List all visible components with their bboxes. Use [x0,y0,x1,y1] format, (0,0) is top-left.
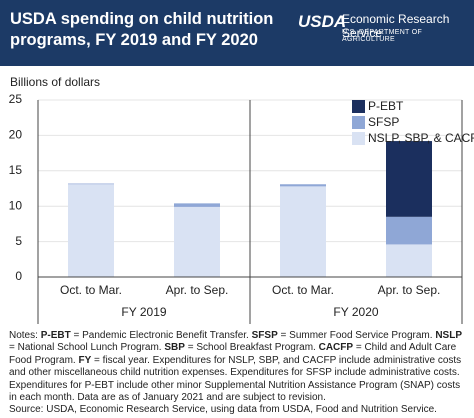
agency: Economic Research Service [342,12,450,40]
x-tick-label: Apr. to Sep. [166,283,229,297]
note-text: Notes: [9,330,41,341]
note-term: CACFP [318,342,354,354]
chart-title: USDA spending on child nutrition program… [10,10,274,49]
legend-swatch [352,132,365,145]
note-text: = Child and Adult Care Food Program. [9,342,457,366]
note-term: P-EBT [40,330,71,341]
chart: Billions of dollars 0 5 10 15 20 25 Oct. to Ma… [9,75,474,324]
x-tick-label: Oct. to Mar. [60,283,122,297]
header: USDA spending on child nutrition program… [0,0,474,66]
note-term: SFSP [251,330,278,341]
legend-label: NSLP, SBP, & CACFP [368,131,474,145]
note-term: NSLP [435,330,462,341]
y-tick-label: 15 [9,163,23,177]
y-axis-label: Billions of dollars [10,75,100,89]
logo: USDA [298,12,347,31]
x-tick-label: Apr. to Sep. [378,283,441,297]
x-tick-label: Oct. to Mar. [272,283,334,297]
bar-segment [386,216,432,245]
department: U.S. DEPARTMENT OF AGRICULTURE [342,29,423,43]
legend-swatch [352,116,365,129]
bar-segment [68,183,114,185]
group-label: FY 2019 [121,305,166,319]
bar-segment [280,184,326,187]
notes-text: Notes: P-EBT = Pandemic Electronic Benef… [9,330,467,404]
y-tick-label: 20 [9,128,23,142]
note-text: = School Breakfast Program. [184,342,319,354]
notes: Notes: P-EBT = Pandemic Electronic Benef… [9,330,467,417]
legend-swatch [352,100,365,113]
y-tick-label: 10 [9,198,23,212]
note-text: = Summer Food Service Program. [277,330,436,341]
y-tick-label: 5 [15,234,22,248]
y-tick-label: 0 [15,269,22,283]
note-term: FY [78,354,92,366]
bar-segment [174,206,220,277]
note-text: = Pandemic Electronic Benefit Transfer. [70,330,252,341]
group-label: FY 2020 [333,305,378,319]
y-tick-label: 25 [9,92,23,106]
legend-label: SFSP [368,115,399,129]
legend-label: P-EBT [368,99,404,113]
note-text: = fiscal year. Expenditures for NSLP, SB… [9,354,462,404]
bar-segment [386,244,432,277]
bar-segment [68,184,114,277]
source: Source: USDA, Economic Research Service,… [9,404,437,416]
bar-segment [386,141,432,217]
note-term: SBP [164,342,185,354]
bar-segment [280,186,326,277]
note-text: = National School Lunch Program. [9,342,165,354]
bar-segment [174,203,220,207]
